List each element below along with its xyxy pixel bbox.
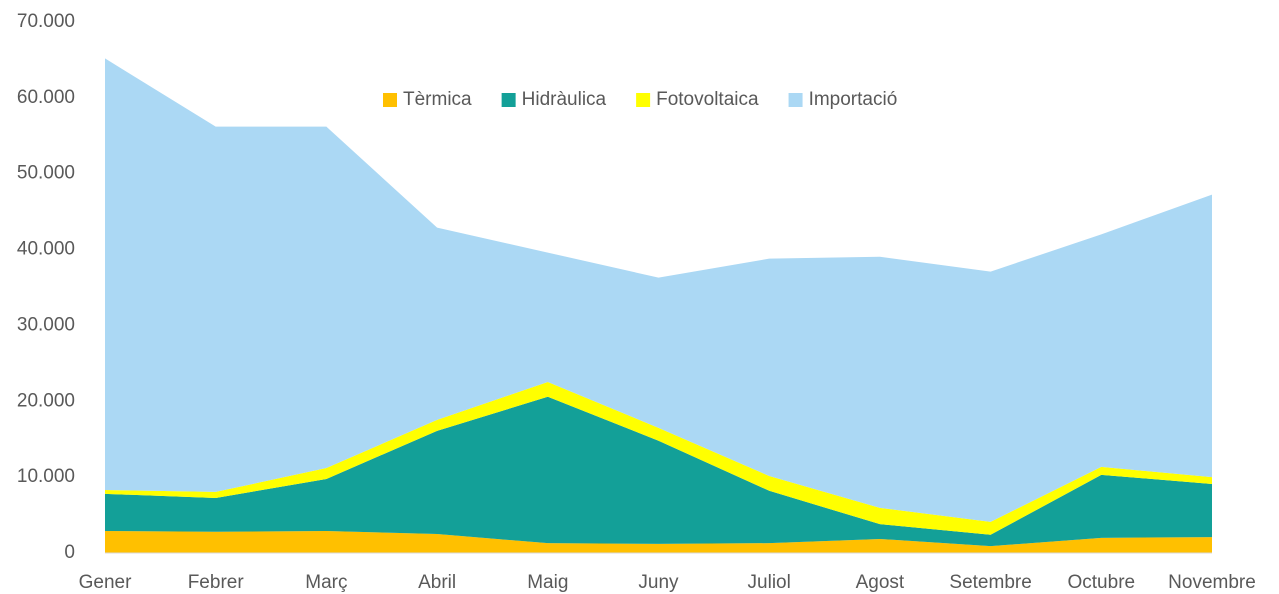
- x-tick-label: Novembre: [1168, 572, 1256, 593]
- legend-swatch: [383, 93, 397, 107]
- x-tick-label: Juliol: [748, 572, 791, 593]
- x-tick-label: Agost: [856, 572, 905, 593]
- y-tick-label: 30.000: [17, 314, 75, 335]
- area: [105, 396, 1212, 547]
- y-tick-label: 70.000: [17, 11, 75, 32]
- x-tick-label: Juny: [638, 572, 679, 593]
- x-tick-label: Abril: [418, 572, 456, 593]
- y-tick-label: 10.000: [17, 466, 75, 487]
- legend-label: Tèrmica: [403, 89, 472, 110]
- y-tick-label: 50.000: [17, 163, 75, 184]
- legend-label: Fotovoltaica: [656, 89, 759, 110]
- x-tick-label: Març: [305, 572, 347, 593]
- y-tick-label: 0: [64, 542, 75, 563]
- area: [105, 58, 1212, 522]
- x-tick-label: Maig: [527, 572, 568, 593]
- y-tick-label: 60.000: [17, 87, 75, 108]
- x-tick-label: Setembre: [949, 572, 1031, 593]
- y-tick-label: 20.000: [17, 390, 75, 411]
- legend-label: Importació: [809, 89, 898, 110]
- x-tick-label: Octubre: [1068, 572, 1136, 593]
- x-tick-label: Gener: [79, 572, 132, 593]
- area: [105, 531, 1212, 553]
- legend-swatch: [636, 93, 651, 107]
- x-tick-label: Febrer: [188, 572, 245, 593]
- legend-label: Hidràulica: [522, 89, 607, 110]
- legend-swatch: [501, 93, 516, 107]
- y-tick-label: 40.000: [17, 239, 75, 260]
- legend-swatch: [788, 93, 803, 107]
